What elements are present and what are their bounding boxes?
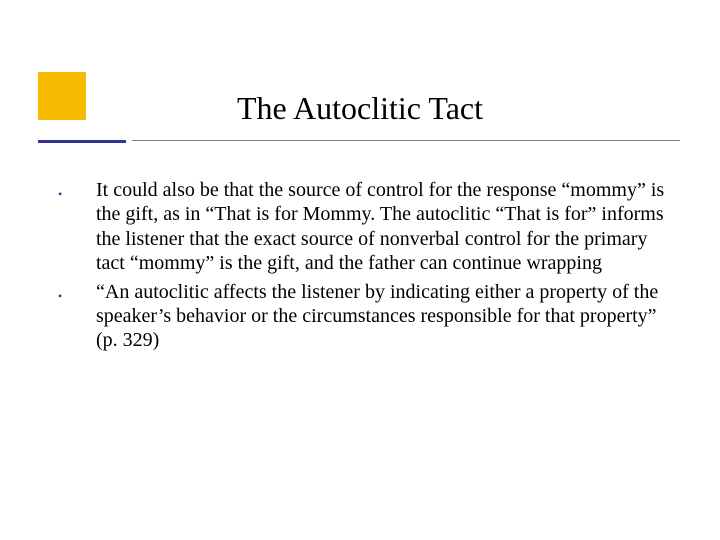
bullet-text: “An autoclitic affects the listener by i… bbox=[96, 280, 668, 353]
slide-title: The Autoclitic Tact bbox=[0, 90, 720, 127]
bullet-list: • It could also be that the source of co… bbox=[58, 178, 668, 357]
bullet-icon: • bbox=[58, 178, 96, 206]
list-item: • It could also be that the source of co… bbox=[58, 178, 668, 276]
title-underline-accent bbox=[38, 140, 126, 143]
bullet-text: It could also be that the source of cont… bbox=[96, 178, 668, 276]
list-item: • “An autoclitic affects the listener by… bbox=[58, 280, 668, 353]
title-underline-rule bbox=[132, 140, 680, 141]
bullet-icon: • bbox=[58, 280, 96, 308]
